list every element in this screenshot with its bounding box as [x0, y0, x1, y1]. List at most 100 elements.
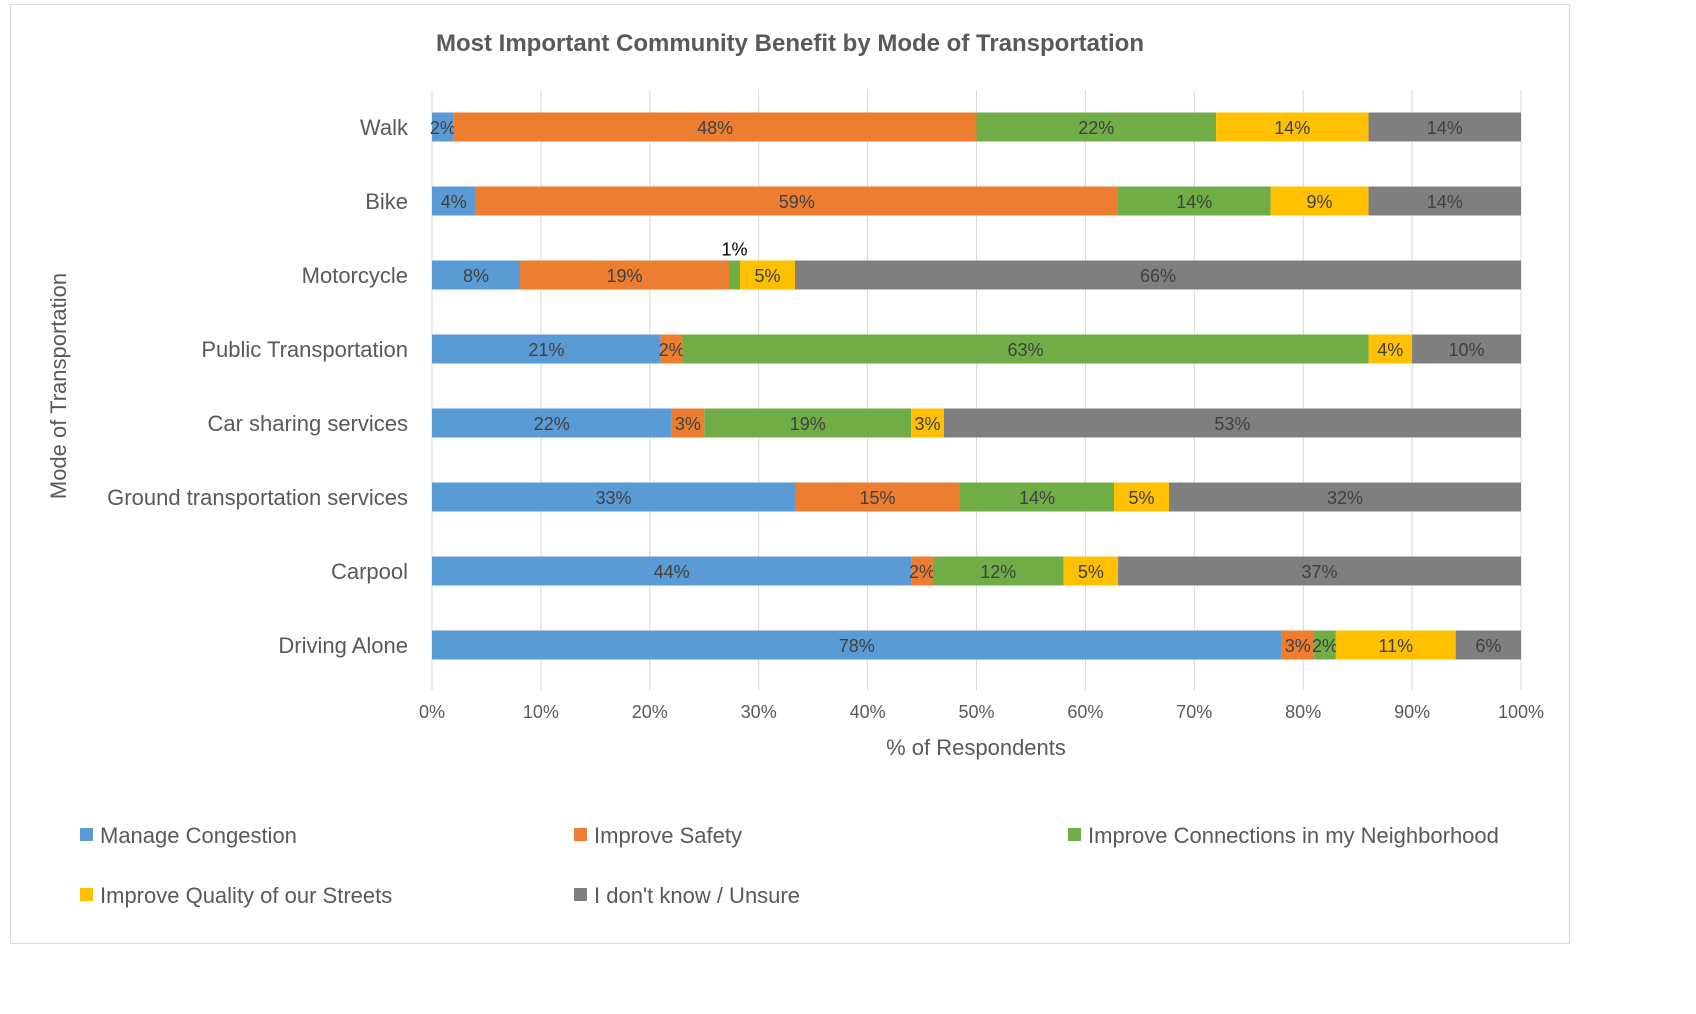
x-tick-label: 80%	[1285, 702, 1321, 722]
bar-car-sharing-services-manage-congestion	[432, 408, 672, 438]
data-label: 22%	[534, 414, 570, 434]
data-label: 5%	[1078, 562, 1104, 582]
data-label: 33%	[595, 488, 631, 508]
data-label: 2%	[909, 562, 935, 582]
data-label: 48%	[697, 118, 733, 138]
bar-motorcycle-improve-connections-in-my-neighborhood	[729, 260, 740, 290]
legend-label-improve-safety: Improve Safety	[594, 823, 742, 848]
data-label: 6%	[1475, 636, 1501, 656]
bar-walk-improve-quality-of-our-streets	[1216, 112, 1369, 142]
chart-title: Most Important Community Benefit by Mode…	[436, 30, 1144, 57]
bar-motorcycle-improve-safety	[520, 260, 729, 290]
legend-label-i-don-t-know-unsure: I don't know / Unsure	[594, 883, 800, 908]
x-tick-label: 10%	[523, 702, 559, 722]
data-label: 15%	[859, 488, 895, 508]
data-label: 2%	[1312, 636, 1338, 656]
legend-label-improve-quality-of-our-streets: Improve Quality of our Streets	[100, 883, 392, 908]
bar-bike-manage-congestion	[432, 186, 476, 216]
data-label: 22%	[1078, 118, 1114, 138]
data-label: 44%	[654, 562, 690, 582]
data-label: 12%	[980, 562, 1016, 582]
bar-ground-transportation-services-improve-quality-of-our-streets	[1114, 482, 1169, 512]
gridlines	[431, 90, 1522, 690]
data-label: 37%	[1302, 562, 1338, 582]
x-tick-label: 100%	[1498, 702, 1544, 722]
x-tick-label: 30%	[741, 702, 777, 722]
bar-public-transportation-improve-safety	[660, 334, 683, 364]
legend-swatch-improve-connections-in-my-neighborhood	[1068, 828, 1081, 841]
category-label-motorcycle: Motorcycle	[302, 263, 408, 288]
data-label: 66%	[1140, 266, 1176, 286]
bar-driving-alone-improve-safety	[1281, 630, 1315, 660]
bar-motorcycle-i-don-t-know-unsure	[795, 260, 1521, 290]
category-label-public-transportation: Public Transportation	[201, 337, 408, 362]
bar-carpool-manage-congestion	[432, 556, 912, 586]
data-label: 53%	[1214, 414, 1250, 434]
y-axis-title: Mode of Transportation	[46, 273, 71, 499]
x-tick-label: 0%	[419, 702, 445, 722]
legend-label-manage-congestion: Manage Congestion	[100, 823, 297, 848]
data-label: 9%	[1307, 192, 1333, 212]
bar-ground-transportation-services-improve-safety	[795, 482, 960, 512]
category-label-carpool: Carpool	[331, 559, 408, 584]
x-tick-label: 50%	[958, 702, 994, 722]
bar-ground-transportation-services-improve-connections-in-my-neighborhood	[960, 482, 1114, 512]
bars-group: 2% 48% 22% 14% 14% 4% 59% 14% 9% 14% 8% 19% 1% 5% 66% 2…	[430, 112, 1521, 660]
x-axis-title: % of Respondents	[886, 735, 1066, 760]
chart-frame	[10, 4, 1570, 944]
data-label: 63%	[1007, 340, 1043, 360]
category-label-walk: Walk	[360, 115, 409, 140]
bar-walk-manage-congestion	[432, 112, 454, 142]
bar-driving-alone-improve-connections-in-my-neighborhood	[1314, 630, 1336, 660]
data-label: 19%	[790, 414, 826, 434]
data-label: 5%	[754, 266, 780, 286]
bar-carpool-improve-connections-in-my-neighborhood	[932, 556, 1064, 586]
data-label: 14%	[1427, 118, 1463, 138]
data-label: 10%	[1449, 340, 1485, 360]
bar-motorcycle-improve-quality-of-our-streets	[740, 260, 795, 290]
bar-walk-improve-safety	[453, 112, 977, 142]
category-label-bike: Bike	[365, 189, 408, 214]
legend-swatch-improve-safety	[574, 828, 587, 841]
bar-bike-improve-safety	[475, 186, 1119, 216]
data-label: 5%	[1128, 488, 1154, 508]
data-label: 14%	[1274, 118, 1310, 138]
legend-swatch-improve-quality-of-our-streets	[80, 888, 93, 901]
bar-public-transportation-improve-quality-of-our-streets	[1368, 334, 1413, 364]
category-label-ground-transportation-services: Ground transportation services	[107, 485, 408, 510]
data-label: 32%	[1327, 488, 1363, 508]
data-label: 21%	[528, 340, 564, 360]
bar-ground-transportation-services-i-don-t-know-unsure	[1169, 482, 1521, 512]
bar-car-sharing-services-improve-quality-of-our-streets	[911, 408, 944, 438]
bar-car-sharing-services-improve-connections-in-my-neighborhood	[704, 408, 912, 438]
bar-bike-i-don-t-know-unsure	[1368, 186, 1521, 216]
bar-public-transportation-i-don-t-know-unsure	[1412, 334, 1521, 364]
bar-walk-i-don-t-know-unsure	[1368, 112, 1521, 142]
x-tick-label: 60%	[1067, 702, 1103, 722]
bar-car-sharing-services-improve-safety	[671, 408, 705, 438]
x-tick-label: 40%	[850, 702, 886, 722]
bar-public-transportation-manage-congestion	[432, 334, 661, 364]
bar-carpool-improve-quality-of-our-streets	[1063, 556, 1119, 586]
data-label: 14%	[1176, 192, 1212, 212]
bar-public-transportation-improve-connections-in-my-neighborhood	[682, 334, 1369, 364]
x-tick-label: 70%	[1176, 702, 1212, 722]
bar-driving-alone-manage-congestion	[432, 630, 1282, 660]
data-label: 4%	[441, 192, 467, 212]
legend: Manage Congestion Improve Safety Improve C…	[80, 823, 1499, 908]
legend-swatch-i-don-t-know-unsure	[574, 888, 587, 901]
data-label: 2%	[430, 118, 456, 138]
data-label: 3%	[675, 414, 701, 434]
data-label: 14%	[1019, 488, 1055, 508]
data-label: 78%	[839, 636, 875, 656]
bar-driving-alone-i-don-t-know-unsure	[1455, 630, 1521, 660]
bar-carpool-i-don-t-know-unsure	[1118, 556, 1521, 586]
bar-bike-improve-connections-in-my-neighborhood	[1118, 186, 1271, 216]
data-label: 4%	[1377, 340, 1403, 360]
data-label: 8%	[463, 266, 489, 286]
data-label: 59%	[779, 192, 815, 212]
data-label: 1%	[721, 240, 747, 260]
data-label: 11%	[1378, 636, 1413, 656]
data-label: 2%	[659, 340, 685, 360]
